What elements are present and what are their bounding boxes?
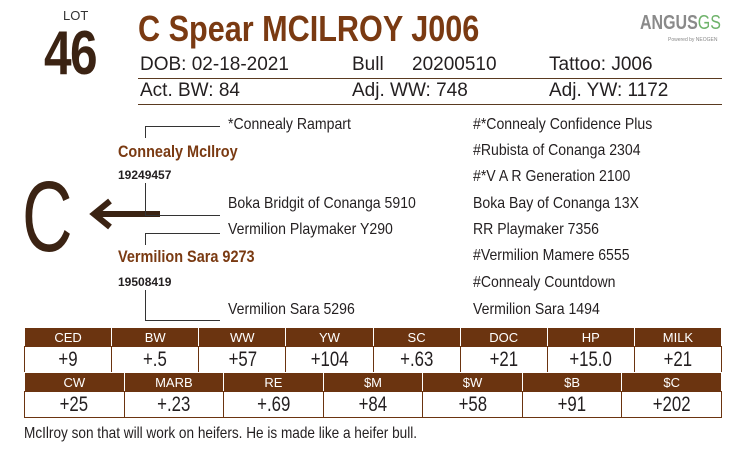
epd-label: $M [322, 372, 424, 392]
bracket-line [145, 126, 220, 127]
epd-value: +25 [60, 392, 89, 416]
epd-value: +15.0 [569, 347, 613, 371]
epd-value: +9 [58, 347, 78, 371]
ancestor: #*Connealy Confidence Plus [473, 116, 653, 133]
epd-value: +91 [557, 392, 587, 416]
epd-value-cell: +.23 [123, 391, 225, 418]
epd-label: HP [546, 327, 635, 347]
epd-value: +.5 [143, 347, 168, 371]
lot-label: LOT [63, 8, 89, 23]
epd-label: YW [285, 327, 374, 347]
epd-value: +21 [489, 347, 518, 371]
epd-label: $W [422, 372, 523, 392]
sire-sire: *Connealy Rampart [228, 116, 351, 133]
arrow-left-icon [89, 198, 160, 230]
sex: Bull [352, 54, 384, 75]
epd-label: RE [223, 372, 324, 392]
comment: McIlroy son that will work on heifers. H… [24, 425, 418, 442]
ancestor: Vermilion Sara 1494 [473, 301, 600, 318]
epd-value: +58 [458, 392, 487, 416]
bracket-line [145, 215, 220, 216]
epd-value-cell: +.63 [372, 346, 461, 373]
epd-value-cell: +.5 [111, 346, 200, 373]
epd-table-2: CW MARB RE $M $W $B $C +25 +.23 +.69 +84 +58 +91 +202 [24, 372, 722, 418]
epd-value: +.23 [157, 392, 191, 416]
epd-label: $B [521, 372, 623, 392]
logo-accent: GS [697, 12, 721, 34]
epd-value: +104 [310, 347, 349, 371]
ancestor: #Vermilion Mamere 6555 [473, 247, 630, 264]
dam-sire: Vermilion Playmaker Y290 [228, 221, 393, 238]
dam: Vermilion Sara 9273 [118, 247, 255, 266]
bracket-line [145, 126, 146, 138]
epd-value-cell: +202 [621, 391, 722, 418]
bracket-line [145, 233, 146, 245]
epd-label: $C [621, 372, 722, 392]
ancestor: RR Playmaker 7356 [473, 221, 599, 238]
divider [138, 78, 722, 79]
epd-label: CW [24, 372, 125, 392]
adjusted-ww: Adj. WW: 748 [352, 80, 468, 101]
ancestor: #*V A R Generation 2100 [473, 168, 631, 185]
epd-label: MILK [633, 327, 723, 347]
epd-value: +202 [652, 392, 691, 416]
ancestor: #Rubista of Conanga 2304 [473, 142, 641, 159]
epd-label: WW [198, 327, 287, 347]
epd-value: +.69 [256, 392, 290, 416]
bracket-line [145, 290, 146, 320]
brand-c: C [22, 161, 73, 273]
angus-gs-logo: ANGUSGS [640, 12, 721, 35]
divider [138, 104, 722, 105]
bracket-line [145, 183, 146, 215]
bracket-line [145, 233, 220, 234]
sire: Connealy McIlroy [118, 142, 238, 161]
epd-value-cell: +21 [459, 346, 548, 373]
epd-label: CED [23, 327, 113, 347]
lot-number: 46 [44, 19, 98, 88]
epd-value-cell: +25 [24, 391, 125, 418]
epd-label: MARB [123, 372, 225, 392]
dam-reg: 19508419 [118, 275, 172, 289]
registration: 20200510 [412, 54, 497, 75]
sire-dam: Boka Bridgit of Conanga 5910 [228, 195, 416, 212]
epd-value: +57 [228, 347, 257, 371]
epd-value: +.63 [399, 347, 434, 371]
bracket-line [145, 320, 220, 321]
epd-value-cell: +91 [521, 391, 623, 418]
tattoo: Tattoo: J006 [549, 54, 653, 75]
epd-value: +84 [358, 392, 388, 416]
epd-value: +21 [663, 347, 693, 371]
epd-value-cell: +58 [422, 391, 523, 418]
adjusted-yw: Adj. YW: 1172 [549, 80, 669, 101]
epd-label: SC [372, 327, 461, 347]
animal-name: C Spear MCILROY J006 [138, 8, 480, 49]
actual-bw: Act. BW: 84 [140, 80, 240, 101]
epd-value-cell: +84 [322, 391, 424, 418]
dob: DOB: 02-18-2021 [140, 54, 289, 75]
ancestor: Boka Bay of Conanga 13X [473, 195, 639, 212]
epd-value-cell: +.69 [223, 391, 324, 418]
epd-label: DOC [459, 327, 548, 347]
epd-label: BW [111, 327, 200, 347]
sire-reg: 19249457 [118, 168, 172, 182]
epd-value-cell: +104 [285, 346, 374, 373]
logo-sub: Powered by NEOGEN [668, 37, 718, 43]
ancestor: #Connealy Countdown [473, 274, 616, 291]
epd-value-cell: +21 [633, 346, 723, 373]
epd-table-1: CED BW WW YW SC DOC HP MILK +9 +.5 +57 +104 +.63 +21 +… [23, 327, 723, 373]
epd-value-cell: +57 [198, 346, 287, 373]
dam-dam: Vermilion Sara 5296 [228, 301, 355, 318]
epd-value-cell: +9 [23, 346, 113, 373]
logo-main: ANGUS [640, 12, 698, 34]
epd-value-cell: +15.0 [546, 346, 635, 373]
